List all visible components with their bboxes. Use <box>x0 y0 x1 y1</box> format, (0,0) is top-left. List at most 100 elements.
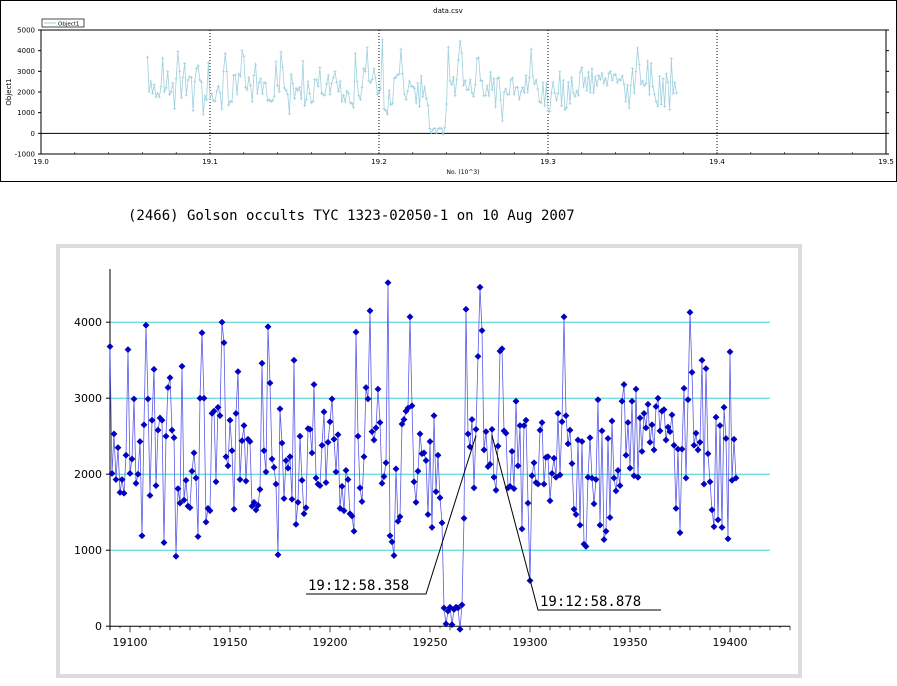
top-series-point <box>595 84 599 88</box>
bottom-series-point <box>274 551 282 559</box>
top-series-point <box>636 46 640 50</box>
bottom-series-point <box>492 486 500 494</box>
top-series-point <box>612 73 616 77</box>
bottom-series-point <box>680 384 688 392</box>
top-series-point <box>389 103 393 107</box>
bottom-series-point <box>564 440 572 448</box>
bottom-series-point <box>280 495 288 503</box>
top-series-point <box>614 72 618 76</box>
bottom-series-point <box>344 476 352 484</box>
top-series-point <box>151 91 155 95</box>
chart-caption: (2466) Golson occults TYC 1323-02050-1 o… <box>128 208 575 224</box>
top-series-point <box>374 76 378 80</box>
bottom-series-point <box>434 451 442 459</box>
bottom-series-point <box>668 411 676 419</box>
bottom-series-point <box>488 425 496 433</box>
top-series-point <box>505 92 509 96</box>
top-series-point <box>603 77 607 81</box>
bottom-series-point <box>468 415 476 423</box>
top-series-point <box>529 47 533 51</box>
top-series-point <box>220 107 224 111</box>
bottom-series-point <box>724 535 732 543</box>
top-series-point <box>252 73 256 77</box>
bottom-series-point <box>662 436 670 444</box>
bottom-series-point <box>556 471 564 479</box>
top-series-point <box>318 66 322 70</box>
bottom-series-point <box>676 529 684 537</box>
top-series-point <box>240 49 244 53</box>
top-x-axis-label: No. (10^3) <box>446 169 479 176</box>
annotation-reappearance-leader <box>491 435 661 611</box>
bottom-series-point <box>618 397 626 405</box>
bottom-series-point <box>710 523 718 531</box>
bottom-series-point <box>708 506 716 514</box>
top-series-point <box>532 82 536 86</box>
top-series-point <box>543 104 547 108</box>
top-series-point <box>369 81 373 85</box>
bottom-x-tick-label: 19300 <box>513 636 548 649</box>
top-series-point <box>362 66 366 70</box>
top-series-point <box>499 98 503 102</box>
bottom-series-point <box>572 510 580 518</box>
bottom-series-point <box>278 439 286 447</box>
top-series-point <box>294 86 298 90</box>
bottom-series-point <box>268 455 276 463</box>
top-series-point <box>414 101 418 105</box>
top-series-point <box>627 106 631 110</box>
top-series-point <box>429 131 433 135</box>
bottom-series-point <box>190 449 198 457</box>
top-series-point <box>487 94 491 98</box>
top-series-point <box>149 79 153 83</box>
bottom-series-point <box>230 505 238 513</box>
top-series-point <box>328 92 332 96</box>
top-series-point <box>225 69 229 73</box>
top-series-point <box>391 102 395 106</box>
bottom-series-point <box>558 418 566 426</box>
bottom-series-point <box>522 416 530 424</box>
top-series-point <box>602 81 606 85</box>
top-series-point <box>480 79 484 83</box>
bottom-series-point <box>636 414 644 422</box>
top-series-point <box>173 107 177 111</box>
top-x-tick-label: 19.3 <box>540 158 556 166</box>
top-series-point <box>460 51 464 55</box>
top-series-point <box>521 86 525 90</box>
top-series-point <box>363 70 367 74</box>
bottom-series-point <box>712 413 720 421</box>
top-series-point <box>230 100 234 104</box>
bottom-series-point <box>460 514 468 522</box>
bottom-series-point <box>494 442 502 450</box>
top-series-point <box>338 79 342 83</box>
bottom-series-point <box>652 403 660 411</box>
bottom-series-point <box>270 463 278 471</box>
top-series-point <box>222 69 226 73</box>
bottom-series-point <box>610 474 618 482</box>
bottom-series-point <box>700 480 708 488</box>
bottom-series-point <box>310 381 318 389</box>
top-series-point <box>446 45 450 49</box>
top-series-point <box>321 93 325 97</box>
bottom-series-point <box>368 428 376 436</box>
top-series-point <box>593 75 597 79</box>
bottom-series-point <box>732 474 740 482</box>
bottom-series-point <box>498 345 506 353</box>
top-series-point <box>320 91 324 95</box>
top-series-point <box>502 90 506 94</box>
top-series-point <box>617 77 621 81</box>
bottom-series-point <box>464 430 472 438</box>
top-series-point <box>642 83 646 87</box>
bottom-series-point <box>348 512 356 520</box>
bottom-series-point <box>478 327 486 335</box>
bottom-series-point <box>272 480 280 488</box>
bottom-series-point <box>604 434 612 442</box>
top-y-tick-label: 0 <box>31 130 35 138</box>
top-series-point <box>370 77 374 81</box>
bottom-series-point <box>420 449 428 457</box>
bottom-series-point <box>332 468 340 476</box>
top-series-point <box>227 103 231 107</box>
top-series-point <box>553 91 557 95</box>
top-series-point <box>276 84 280 88</box>
top-series-point <box>387 89 391 93</box>
bottom-series-point <box>128 455 136 463</box>
bottom-series-point <box>436 494 444 502</box>
